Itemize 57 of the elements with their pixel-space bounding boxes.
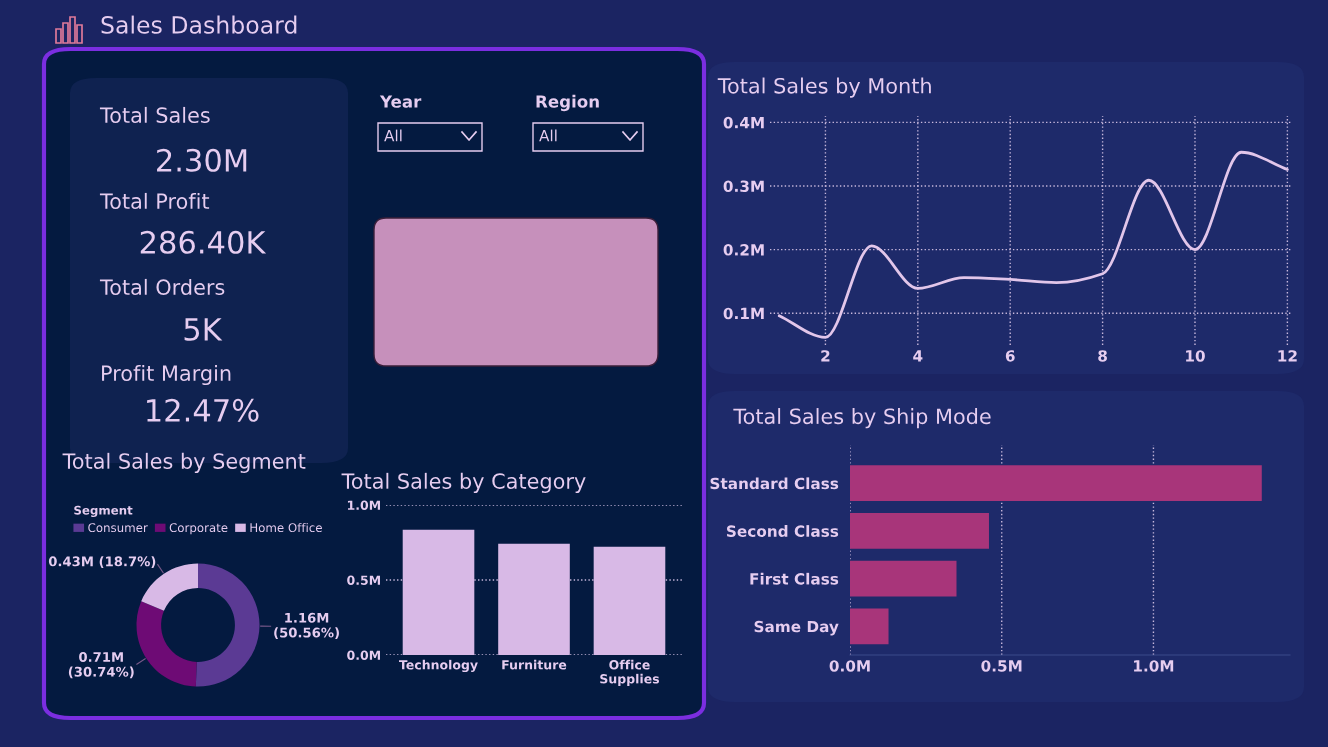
x-tick-label: 0.0M	[829, 660, 870, 672]
bar	[850, 465, 1262, 502]
donut-slice	[195, 563, 260, 687]
x-tick-label: Technology	[399, 659, 478, 673]
bar	[402, 529, 475, 655]
y-tick-label: 1.0M	[347, 500, 380, 510]
x-tick-label: 6	[1005, 350, 1015, 362]
text: Total Orders	[99, 278, 225, 296]
text: Profit Margin	[102, 364, 231, 386]
chart-title: Total Sales by Segment	[62, 452, 306, 473]
data-label: 0.43M (18.7%)	[48, 556, 156, 568]
x-tick-label: 2	[821, 350, 830, 362]
y-tick-label: 0.5M	[347, 575, 380, 585]
chart-title: Total Sales by Ship Mode	[733, 408, 991, 429]
legend-title: Segment	[74, 505, 133, 518]
chart-title: Total Sales by Month	[717, 77, 931, 98]
x-tick-label: 12	[1278, 350, 1297, 362]
y-tick-label: Second Class	[726, 525, 839, 537]
text: 2.30M	[157, 148, 247, 172]
y-tick-label: 0.3M	[723, 180, 764, 192]
y-tick-label: Standard Class	[710, 477, 839, 490]
x-tick-label: 0.5M	[981, 660, 1022, 672]
text: All	[384, 129, 402, 142]
y-tick-label: 0.4M	[723, 116, 764, 129]
x-tick-label: Furniture	[502, 659, 567, 670]
y-tick-label: 0.1M	[723, 307, 764, 320]
x-tick-label: Office Supplies	[600, 659, 660, 686]
bar	[593, 546, 666, 655]
text: Sales Dashboard	[101, 15, 297, 34]
bar	[850, 608, 889, 645]
legend-label: Corporate	[169, 523, 228, 535]
bar	[498, 543, 570, 655]
bar	[850, 560, 957, 597]
y-tick-label: Same Day	[754, 620, 839, 636]
text: 12.47%	[147, 398, 259, 422]
text: Total Profit	[99, 192, 210, 210]
y-tick-label: 0.2M	[723, 244, 764, 256]
text: 286.40K	[140, 230, 267, 254]
bar	[850, 513, 989, 549]
y-tick-label: First Class	[750, 572, 839, 585]
legend-label: Home Office	[250, 522, 322, 533]
text: 5K	[184, 318, 223, 341]
text: All	[539, 129, 557, 142]
chart-title: Total Sales by Category	[341, 472, 586, 493]
line-series	[777, 150, 1289, 339]
x-tick-label: 8	[1098, 350, 1107, 362]
x-tick-label: 1.0M	[1134, 660, 1174, 672]
donut-slice	[136, 601, 197, 687]
x-tick-label: 4	[913, 350, 923, 362]
text: Region	[536, 94, 599, 112]
data-label: 1.16M (50.56%)	[274, 612, 339, 640]
x-tick-label: 10	[1186, 350, 1205, 362]
data-label: 0.71M (30.74%)	[68, 651, 134, 679]
legend-label: Consumer	[88, 523, 148, 533]
text: Total Sales	[99, 106, 210, 124]
y-tick-label: 0.0M	[347, 650, 380, 660]
text: Year	[379, 95, 422, 108]
